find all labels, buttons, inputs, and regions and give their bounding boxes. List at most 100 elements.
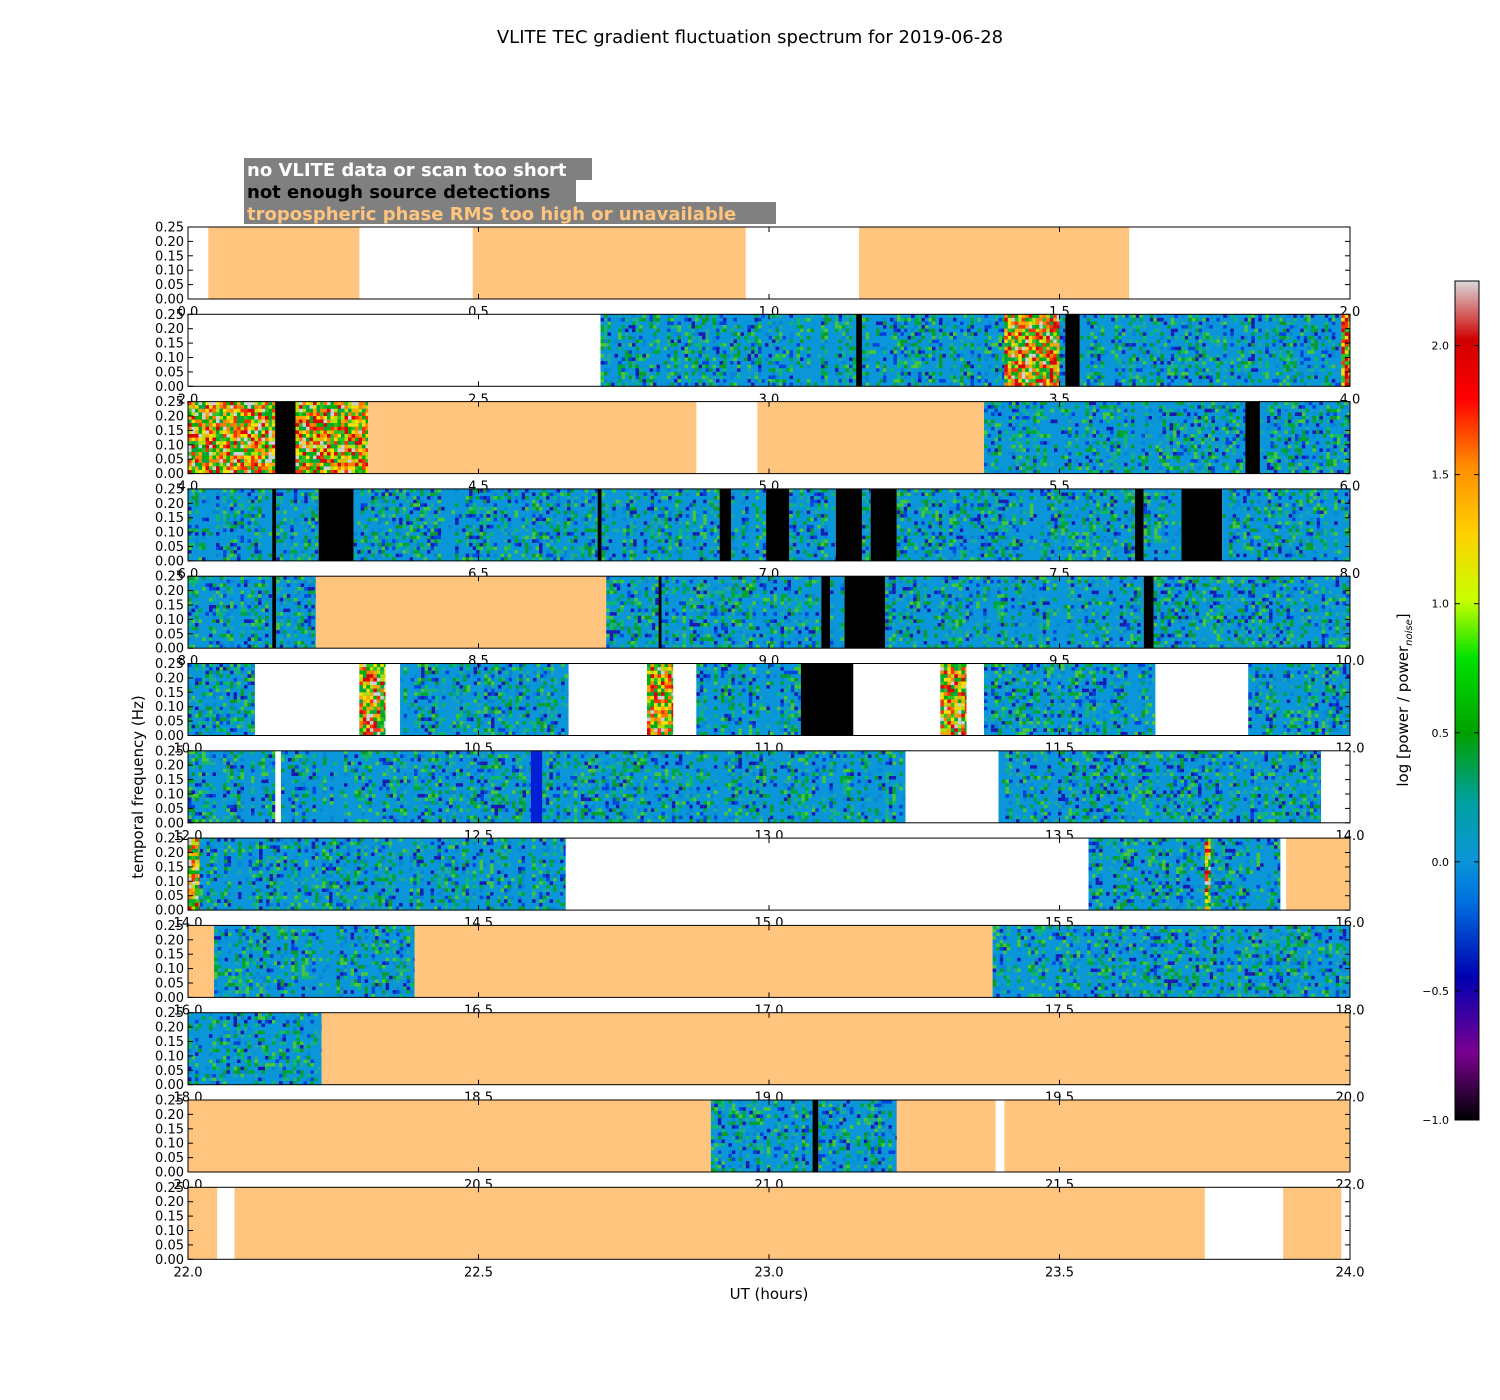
spectrum-cell	[643, 329, 647, 333]
spectrum-cell	[779, 383, 783, 387]
spectrum-cell	[650, 383, 654, 387]
spectrum-cell	[604, 336, 608, 340]
spectrum-cell	[723, 336, 727, 340]
spectrum-cell	[604, 329, 608, 333]
spectrum-cell	[883, 325, 887, 329]
spectrum-cell	[849, 340, 853, 344]
spectrum-cell	[737, 322, 741, 326]
spectrum-cell	[685, 354, 689, 358]
spectrum-cell	[862, 354, 866, 358]
spectrum-cell	[695, 314, 699, 318]
spectrum-cell	[692, 318, 696, 322]
spectrum-cell	[734, 314, 738, 318]
spectrum-cell	[622, 343, 626, 347]
spectrum-cell	[748, 322, 752, 326]
spectrum-cell	[835, 350, 839, 354]
spectrum-cell	[758, 343, 762, 347]
spectrum-cell	[755, 325, 759, 329]
spectrum-cell	[685, 332, 689, 336]
spectrum-cell	[730, 376, 734, 380]
y-tick-label: 0.25	[155, 221, 184, 236]
spectrum-cell	[876, 372, 880, 376]
spectrum-cell	[730, 350, 734, 354]
spectrum-cell	[615, 340, 619, 344]
spectrum-cell	[622, 322, 626, 326]
spectrum-cell	[702, 314, 706, 318]
spectrum-cell	[720, 318, 724, 322]
spectrum-cell	[601, 350, 605, 354]
spectrum-cell	[723, 314, 727, 318]
spectrum-cell	[839, 365, 843, 369]
spectrum-cell	[678, 354, 682, 358]
spectrum-cell	[671, 376, 675, 380]
spectrum-cell	[758, 354, 762, 358]
spectrum-cell	[807, 332, 811, 336]
spectrum-cell	[622, 368, 626, 372]
spectrum-cell	[657, 336, 661, 340]
spectrum-cell	[758, 350, 762, 354]
spectrum-cell	[720, 347, 724, 351]
spectrum-cell	[720, 332, 724, 336]
spectrum-cell	[849, 372, 853, 376]
spectrum-cell	[674, 350, 678, 354]
spectrum-cell	[674, 336, 678, 340]
spectrum-cell	[769, 332, 773, 336]
spectrum-cell	[681, 347, 685, 351]
spectrum-cell	[685, 318, 689, 322]
spectrum-cell	[734, 343, 738, 347]
spectrum-cell	[876, 325, 880, 329]
spectrum-cell	[601, 343, 605, 347]
spectrum-cell	[723, 361, 727, 365]
spectrum-cell	[720, 358, 724, 362]
spectrum-cell	[762, 314, 766, 318]
spectrum-cell	[632, 314, 636, 318]
spectrum-cell	[862, 361, 866, 365]
spectrum-cell	[639, 343, 643, 347]
spectrum-cell	[853, 379, 857, 383]
spectrum-cell	[776, 340, 780, 344]
spectrum-cell	[758, 318, 762, 322]
spectrum-cell	[685, 361, 689, 365]
spectrum-cell	[667, 329, 671, 333]
spectrum-cell	[751, 347, 755, 351]
spectrum-cell	[671, 314, 675, 318]
spectrum-cell	[846, 354, 850, 358]
spectrum-cell	[748, 318, 752, 322]
spectrum-cell	[751, 336, 755, 340]
spectrum-cell	[639, 347, 643, 351]
spectrum-cell	[748, 365, 752, 369]
spectrum-cell	[608, 322, 612, 326]
spectrum-cell	[608, 314, 612, 318]
spectrum-cell	[643, 343, 647, 347]
spectrum-cell	[716, 347, 720, 351]
spectrum-cell	[821, 343, 825, 347]
spectrum-cell	[622, 314, 626, 318]
spectrum-cell	[688, 368, 692, 372]
spectrum-cell	[667, 314, 671, 318]
spectrum-cell	[800, 347, 804, 351]
spectrum-cell	[667, 318, 671, 322]
spectrum-cell	[797, 329, 801, 333]
spectrum-cell	[730, 354, 734, 358]
spectrum-cell	[622, 329, 626, 333]
spectrum-cell	[601, 379, 605, 383]
spectrum-cell	[734, 350, 738, 354]
spectrum-cell	[862, 343, 866, 347]
spectrum-cell	[883, 314, 887, 318]
spectrum-cell	[608, 368, 612, 372]
spectrum-cell	[723, 340, 727, 344]
spectrum-cell	[601, 383, 605, 387]
spectrum-cell	[751, 383, 755, 387]
spectrum-cell	[678, 365, 682, 369]
spectrum-cell	[825, 361, 829, 365]
spectrum-cell	[821, 358, 825, 362]
spectrum-cell	[758, 368, 762, 372]
spectrum-cell	[758, 372, 762, 376]
spectrum-cell	[653, 372, 657, 376]
spectrum-cell	[688, 354, 692, 358]
spectrum-cell	[629, 340, 633, 344]
spectrum-cell	[842, 343, 846, 347]
spectrum-cell	[825, 383, 829, 387]
spectrum-cell	[713, 329, 717, 333]
spectrum-cell	[807, 350, 811, 354]
